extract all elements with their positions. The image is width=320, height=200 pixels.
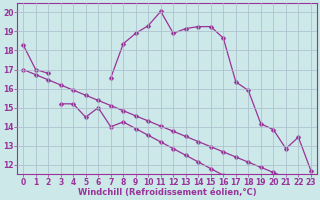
X-axis label: Windchill (Refroidissement éolien,°C): Windchill (Refroidissement éolien,°C)	[78, 188, 256, 197]
